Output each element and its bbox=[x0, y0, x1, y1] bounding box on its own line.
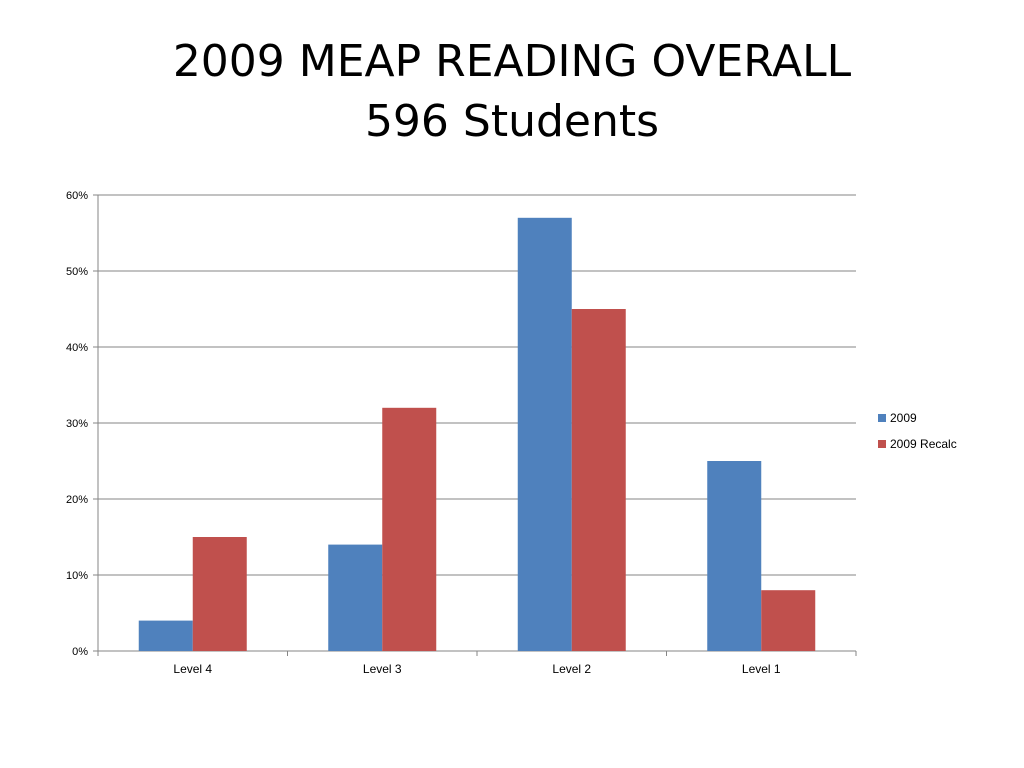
y-tick-label: 0% bbox=[72, 646, 88, 658]
axis-labels: 0% 10% 20% 30% 40% 50% 60% Level 4 Level 3 Level … bbox=[66, 190, 781, 676]
legend-label: 2009 Recalc bbox=[890, 437, 957, 451]
legend-swatch bbox=[878, 440, 886, 448]
y-tick-label: 20% bbox=[66, 494, 88, 506]
x-category-label: Level 3 bbox=[363, 662, 402, 676]
y-tick-label: 30% bbox=[66, 418, 88, 430]
legend-label: 2009 bbox=[890, 411, 917, 425]
y-tick-label: 60% bbox=[66, 190, 88, 202]
bar-2009-level-1 bbox=[707, 461, 762, 651]
title-line-2: 596 Students bbox=[364, 96, 660, 147]
bars bbox=[138, 217, 816, 652]
legend-swatch bbox=[878, 414, 886, 422]
title-line-1: 2009 MEAP READING OVERALL bbox=[172, 36, 852, 87]
bar-2009-recalc-level-4 bbox=[192, 537, 247, 651]
legend: 2009 2009 Recalc bbox=[878, 411, 957, 451]
x-category-label: Level 2 bbox=[552, 662, 591, 676]
x-category-label: Level 1 bbox=[742, 662, 781, 676]
y-tick-label: 50% bbox=[66, 266, 88, 278]
bar-2009-level-2 bbox=[517, 217, 572, 652]
bar-2009-recalc-level-2 bbox=[571, 309, 626, 651]
slide-title: 2009 MEAP READING OVERALL 596 Students bbox=[0, 32, 1024, 152]
bar-2009-recalc-level-1 bbox=[761, 590, 816, 651]
bar-2009-recalc-level-3 bbox=[382, 407, 437, 651]
y-tick-label: 10% bbox=[66, 570, 88, 582]
x-category-label: Level 4 bbox=[173, 662, 212, 676]
bar-2009-level-4 bbox=[138, 620, 193, 651]
y-tick-label: 40% bbox=[66, 342, 88, 354]
bar-2009-level-3 bbox=[328, 544, 383, 651]
